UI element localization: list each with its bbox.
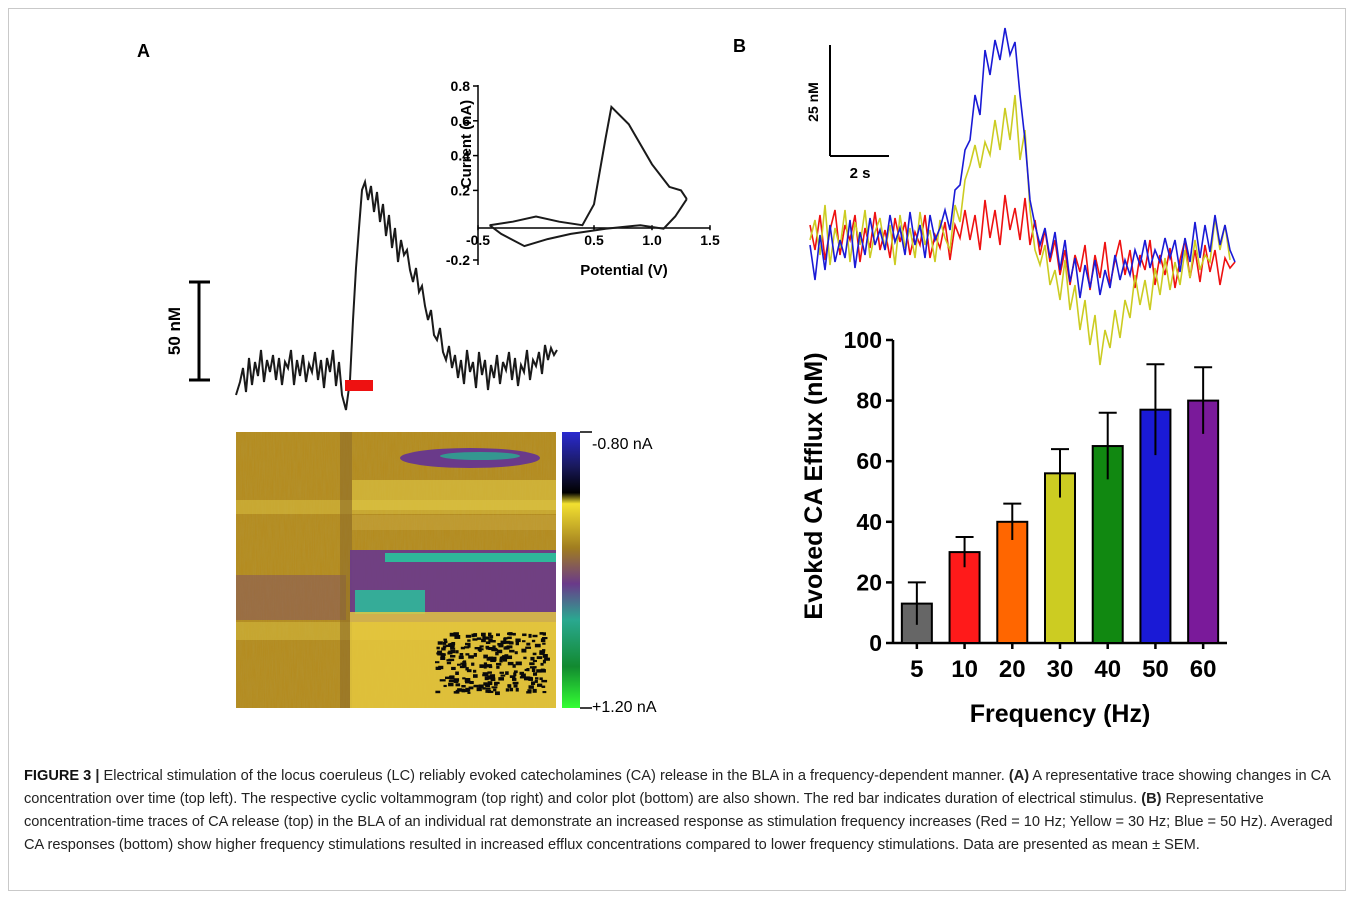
colorbar: -0.80 nA +1.20 nA	[562, 431, 657, 716]
cv-xlabel: Potential (V)	[580, 262, 668, 279]
trace-50hz	[809, 27, 1236, 299]
caption-text-1: Electrical stimulation of the locus coer…	[103, 768, 1005, 784]
cv-ytick-label: 0.2	[451, 182, 471, 198]
bar-xtick-label: 40	[1094, 656, 1121, 683]
cv-ylabel: Current (nA)	[458, 100, 475, 188]
stimulus-bar	[345, 380, 373, 391]
bar-ytick-label: 100	[844, 327, 882, 353]
scale-bar-b-horizontal-label: 2 s	[850, 165, 871, 182]
cv-xtick-label: 1.0	[642, 232, 662, 248]
scale-bar-a	[189, 280, 210, 382]
bar-xtick-label: 60	[1190, 656, 1217, 683]
cv-xtick-label: 1.5	[700, 232, 720, 248]
concentration-trace-a	[235, 178, 558, 411]
bar-ytick-label: 40	[856, 509, 882, 535]
figure-frame	[8, 8, 1346, 891]
figure-graphic: A 50 nM -0.2 0.2 0.4 0.6 0.8 -0.5 0.5 1.0 1.5 C…	[137, 27, 1236, 728]
scale-bar-a-label: 50 nM	[165, 307, 184, 355]
bar-ytick-label: 80	[856, 388, 882, 414]
bar-xtick-label: 10	[951, 656, 978, 683]
panel-b-label: B	[733, 36, 746, 56]
bar-ytick-label: 20	[856, 569, 882, 595]
caption-panel-a-ref: (A)	[1008, 768, 1030, 784]
caption-text-2: A representative trace showing changes i…	[24, 768, 1331, 807]
bar-xtick-label: 20	[999, 656, 1026, 683]
cv-xtick-label: 0.5	[584, 232, 604, 248]
caption-separator: |	[95, 768, 100, 784]
bar-ytick-label: 60	[856, 448, 882, 474]
color-plot	[236, 432, 556, 708]
bar-chart: 0 20 40 60 80 100 5 10 20 30 40 50 60 Evoked CA Eff…	[800, 327, 1227, 728]
cv-reverse-sweep	[489, 198, 688, 248]
cv-forward-sweep	[489, 104, 688, 227]
bar	[1187, 399, 1220, 644]
scale-bar-b-vertical-label: 25 nM	[805, 82, 821, 122]
figure-caption: FIGURE 3 | Electrical stimulation of the…	[24, 765, 1334, 857]
cv-ytick-label: 0.4	[451, 148, 471, 164]
colorbar-bottom-label: +1.20 nA	[592, 699, 657, 716]
colorbar-top-label: -0.80 nA	[592, 436, 653, 453]
bar-xtick-label: 5	[910, 656, 923, 683]
cv-ytick-label: 0.6	[451, 113, 471, 129]
bar-ylabel: Evoked CA Efflux (nM)	[800, 352, 828, 619]
bar-xlabel: Frequency (Hz)	[970, 700, 1151, 728]
bar	[1044, 472, 1076, 644]
scale-bar-b	[829, 45, 889, 157]
cv-ytick-label: -0.2	[446, 252, 470, 268]
trace-10hz	[809, 194, 1236, 291]
caption-panel-b-ref: (B)	[1141, 791, 1162, 807]
panel-a-label: A	[137, 41, 150, 61]
trace-30hz	[809, 94, 1231, 366]
bar	[996, 520, 1029, 644]
bar-ytick-label: 0	[869, 630, 882, 656]
caption-figure-label: FIGURE 3	[24, 768, 92, 784]
cv-inset: -0.2 0.2 0.4 0.6 0.8 -0.5 0.5 1.0 1.5 Current (…	[446, 78, 720, 279]
cv-ytick-label: 0.8	[451, 78, 471, 94]
cv-xtick-label: -0.5	[466, 232, 490, 248]
bar-xtick-label: 30	[1047, 656, 1074, 683]
caption-text-3: Representative concentration-time traces…	[24, 791, 1333, 853]
bar-xtick-label: 50	[1142, 656, 1169, 683]
